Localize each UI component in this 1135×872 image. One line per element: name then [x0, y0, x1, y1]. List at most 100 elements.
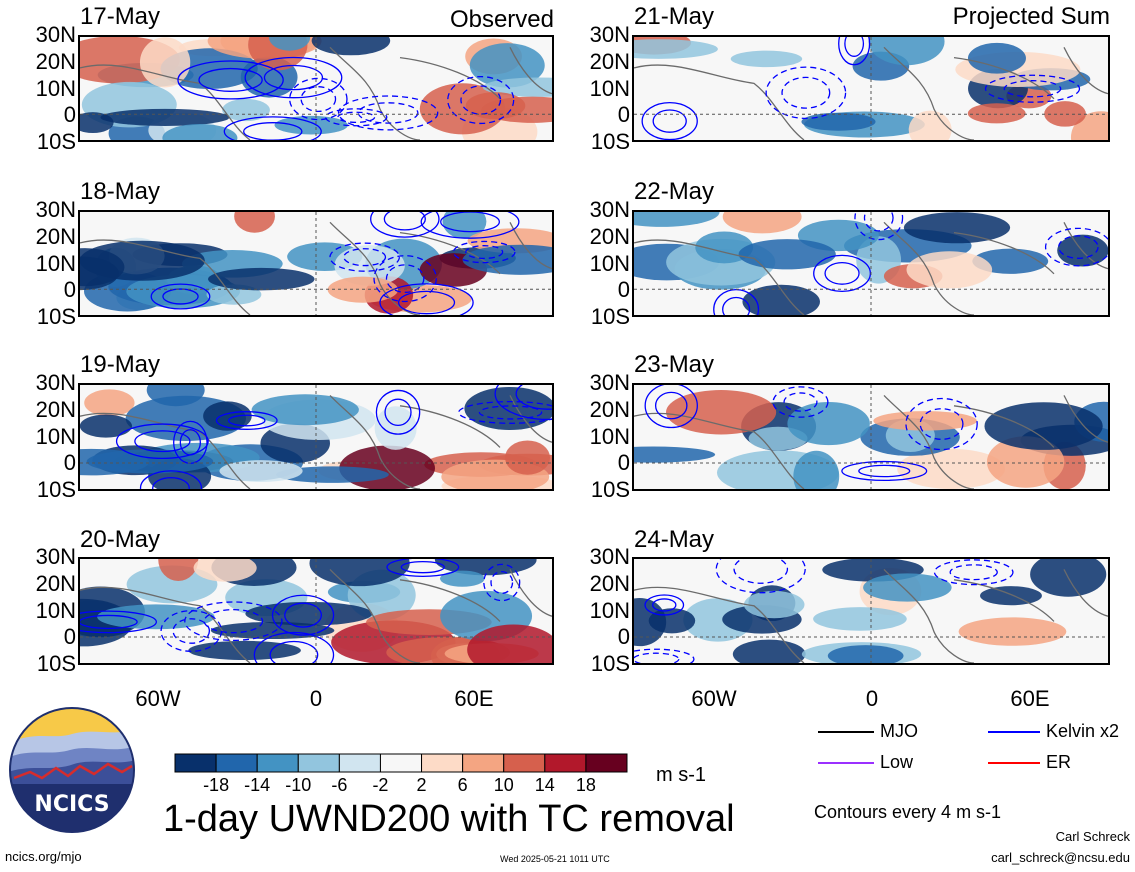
map-panel — [78, 383, 554, 491]
logo-text: NCICS — [34, 792, 110, 817]
lat-label: 0 — [617, 102, 630, 128]
panel-date: 23-May — [634, 351, 715, 378]
contour-note: Contours every 4 m s-1 — [814, 802, 1002, 822]
lat-label: 10N — [35, 597, 76, 623]
lon-label-60w-left: 60W — [135, 686, 181, 711]
lon-label-60e-right: 60E — [1010, 686, 1050, 711]
lon-label-0-right: 0 — [865, 686, 879, 711]
lat-label: 20N — [589, 223, 630, 249]
legend-swatch-er — [988, 762, 1040, 764]
panel-date: 18-May — [80, 178, 161, 205]
lat-label: 30N — [589, 22, 630, 47]
colorbar-label: -2 — [372, 775, 389, 795]
author-name: Carl Schreck — [1055, 829, 1130, 844]
colorbar-label: 10 — [493, 775, 514, 795]
map-panel — [632, 35, 1110, 142]
site-url: ncics.org/mjo — [5, 849, 82, 864]
colorbar-label: -6 — [331, 775, 348, 795]
colorbar-swatch — [379, 753, 423, 773]
lat-label: 0 — [63, 102, 76, 128]
lat-label: 20N — [35, 48, 76, 74]
timestamp: Wed 2025-05-21 1011 UTC — [500, 854, 610, 864]
legend-swatch-low — [818, 762, 874, 764]
colorbar-label: -14 — [244, 775, 271, 795]
lat-label: 30N — [589, 197, 630, 222]
lat-label: 0 — [617, 624, 630, 650]
map-panel — [78, 35, 554, 142]
lat-label: 10S — [36, 651, 76, 676]
lon-label-60e-left: 60E — [454, 686, 494, 711]
lat-label: 0 — [63, 277, 76, 303]
lat-label: 10S — [36, 304, 76, 329]
map-panel — [632, 210, 1110, 317]
lat-label: 0 — [63, 624, 76, 650]
lat-label: 10S — [590, 477, 630, 502]
lat-label: 20N — [589, 48, 630, 74]
lat-label: 10N — [589, 75, 630, 101]
projected-sum-tag: Projected Sum — [952, 3, 1110, 30]
lat-label: 10N — [589, 423, 630, 449]
map-panel — [78, 557, 554, 665]
lat-label: 20N — [35, 223, 76, 249]
panel-date: 17-May — [80, 3, 161, 30]
lat-label: 10S — [590, 651, 630, 676]
lat-label: 30N — [35, 22, 76, 47]
lat-label: 30N — [589, 544, 630, 569]
lat-label: 0 — [63, 450, 76, 476]
panel-date: 21-May — [634, 3, 715, 30]
chart-title: 1-day UWND200 with TC removal — [163, 798, 735, 840]
lat-label: 30N — [35, 370, 76, 395]
colorbar-swatch — [421, 753, 464, 773]
colorbar-swatch — [338, 753, 381, 773]
lat-label: 30N — [589, 370, 630, 395]
colorbar-swatch — [503, 753, 546, 773]
legend-swatch-kelvin — [988, 731, 1040, 733]
legend-label-kelvin: Kelvin x2 — [1046, 721, 1120, 741]
lat-label: 20N — [589, 570, 630, 596]
lat-label: 10N — [35, 75, 76, 101]
lon-label-60w-right: 60W — [691, 686, 737, 711]
lon-label-0-left: 0 — [309, 686, 323, 711]
lat-label: 10N — [589, 597, 630, 623]
legend-swatch-mjo — [818, 731, 874, 733]
legend-label-low: Low — [880, 752, 914, 772]
lat-label: 0 — [617, 450, 630, 476]
colorbar-swatch — [174, 753, 217, 773]
ncics-logo: NCICS — [8, 706, 136, 834]
legend-label-mjo: MJO — [880, 721, 918, 741]
lat-label: 20N — [35, 396, 76, 422]
colorbar-label: 2 — [416, 775, 427, 795]
colorbar-label: 14 — [534, 775, 555, 795]
colorbar-label: -18 — [203, 775, 230, 795]
colorbar-swatch — [544, 753, 587, 773]
panel-date: 19-May — [80, 351, 161, 378]
panel-date: 22-May — [634, 178, 715, 205]
colorbar-swatch — [462, 753, 505, 773]
lat-label: 10S — [36, 477, 76, 502]
colorbar-label: -10 — [285, 775, 312, 795]
colorbar-swatch — [215, 753, 258, 773]
lat-label: 30N — [35, 544, 76, 569]
colorbar-swatch — [297, 753, 340, 773]
lat-label: 20N — [35, 570, 76, 596]
observed-tag: Observed — [449, 6, 554, 33]
lat-label: 10S — [36, 129, 76, 154]
lat-label: 10N — [35, 423, 76, 449]
author-email: carl_schreck@ncsu.edu — [991, 850, 1130, 865]
map-panel — [632, 557, 1110, 665]
units-label: m s-1 — [656, 764, 706, 786]
colorbar-swatch — [256, 753, 299, 773]
colorbar — [173, 752, 629, 779]
panel-date: 20-May — [80, 526, 161, 553]
colorbar-label: 18 — [575, 775, 596, 795]
lat-label: 0 — [617, 277, 630, 303]
lat-label: 20N — [589, 396, 630, 422]
lat-label: 10S — [590, 129, 630, 154]
lat-label: 30N — [35, 197, 76, 222]
map-panel — [632, 383, 1110, 491]
legend-label-er: ER — [1046, 752, 1072, 772]
colorbar-label: 6 — [457, 775, 468, 795]
lat-label: 10N — [589, 250, 630, 276]
panel-date: 24-May — [634, 526, 715, 553]
lat-label: 10S — [590, 304, 630, 329]
